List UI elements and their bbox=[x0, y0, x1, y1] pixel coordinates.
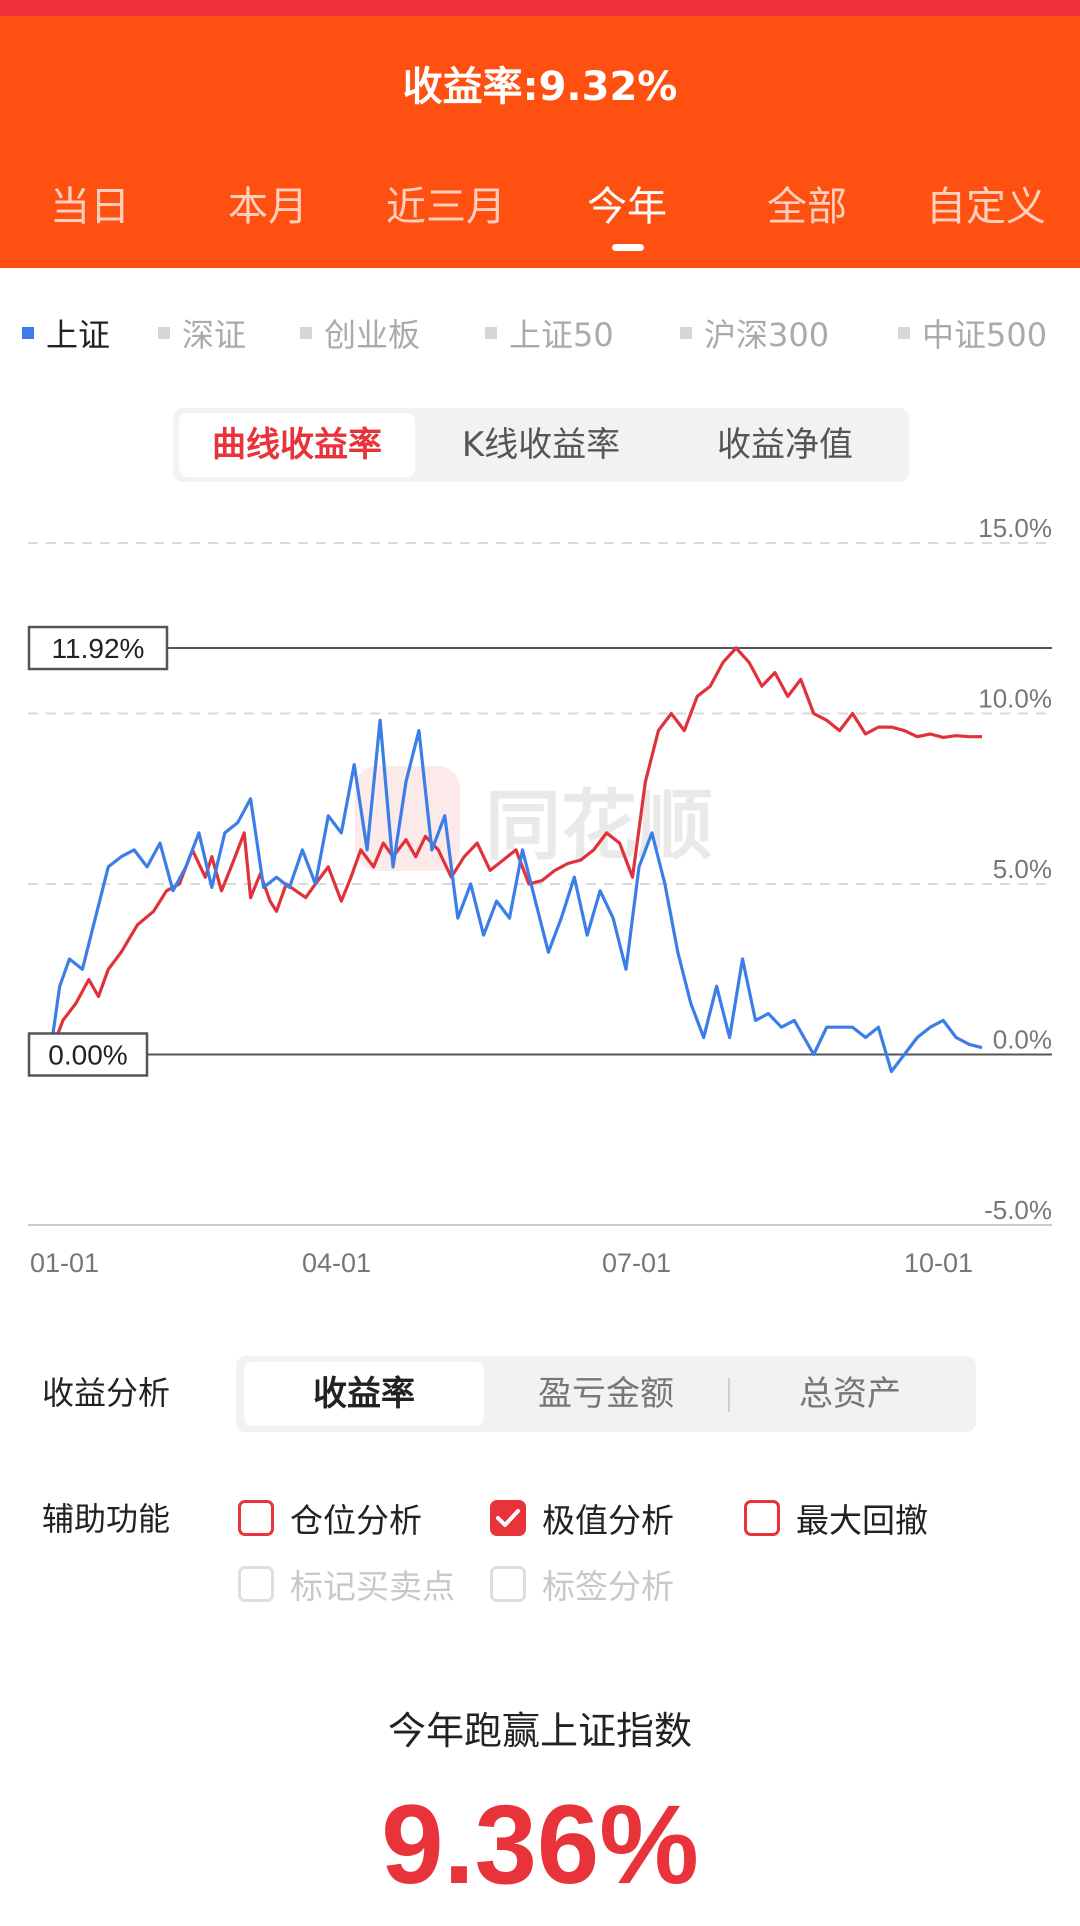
index-return-line bbox=[48, 718, 983, 1074]
checkbox-mark-trades: 标记买卖点 bbox=[238, 1560, 455, 1608]
checkbox-label: 仓位分析 bbox=[290, 1501, 422, 1540]
x-tick-label: 07-01 bbox=[602, 1248, 671, 1278]
mode-net-value[interactable]: 收益净值 bbox=[717, 425, 853, 465]
analysis-label: 收益分析 bbox=[42, 1374, 171, 1412]
max-marker-box bbox=[27, 625, 169, 671]
checkbox-label: 标记买卖点 bbox=[290, 1567, 455, 1606]
legend-square-icon bbox=[898, 327, 910, 339]
beat-index-title: 今年跑赢上证指数 bbox=[387, 1709, 692, 1753]
beat-index-value: 9.36% bbox=[381, 1782, 699, 1907]
checkbox-label: 极值分析 bbox=[542, 1501, 674, 1540]
segment-divider bbox=[728, 1378, 730, 1412]
index-label: 上证50 bbox=[509, 316, 614, 354]
return-rate-title: 收益率:9.32% bbox=[402, 64, 678, 110]
y-tick-label: 10.0% bbox=[978, 684, 1052, 714]
index-label: 上证 bbox=[46, 316, 111, 354]
checkbox-icon bbox=[744, 1500, 780, 1536]
tab-this-year[interactable]: 今年 bbox=[587, 184, 667, 230]
checkbox-extreme-analysis[interactable]: 极值分析 bbox=[490, 1494, 674, 1542]
index-shanghai[interactable]: 上证 bbox=[22, 310, 110, 356]
x-tick-label: 01-01 bbox=[30, 1248, 99, 1278]
portfolio-return-line bbox=[48, 646, 982, 1056]
checkbox-icon bbox=[238, 1500, 274, 1536]
tab-custom[interactable]: 自定义 bbox=[926, 184, 1046, 230]
mode-kline-return[interactable]: K线收益率 bbox=[461, 425, 621, 465]
index-chinext[interactable]: 创业板 bbox=[300, 310, 420, 356]
checkbox-position-analysis[interactable]: 仓位分析 bbox=[238, 1494, 422, 1542]
return-chart[interactable]: 15.0% 10.0% 5.0% 0.0% -5.0% 11.92% 0.00% 01-01 0… bbox=[0, 500, 1080, 1280]
legend-square-icon bbox=[158, 327, 170, 339]
checkbox-label: 标签分析 bbox=[542, 1567, 674, 1606]
y-tick-label: -5.0% bbox=[984, 1195, 1052, 1225]
analysis-return-rate[interactable]: 收益率 bbox=[244, 1362, 484, 1426]
index-csi300[interactable]: 沪深300 bbox=[680, 310, 829, 356]
y-tick-label: 15.0% bbox=[978, 513, 1052, 543]
checkbox-label: 最大回撤 bbox=[796, 1501, 928, 1540]
max-marker-label: 11.92% bbox=[52, 633, 145, 664]
checkbox-checked-icon bbox=[490, 1500, 526, 1536]
active-tab-indicator bbox=[612, 244, 644, 251]
tab-all[interactable]: 全部 bbox=[767, 184, 847, 230]
status-strip bbox=[0, 0, 1080, 16]
aux-label: 辅助功能 bbox=[42, 1500, 171, 1538]
zero-marker-box bbox=[27, 1032, 149, 1077]
zero-marker-label: 0.00% bbox=[48, 1040, 127, 1071]
tab-last-three-months[interactable]: 近三月 bbox=[386, 184, 506, 230]
analysis-selector: 收益率 盈亏金额 总资产 bbox=[236, 1356, 976, 1432]
analysis-total-assets[interactable]: 总资产 bbox=[799, 1374, 901, 1414]
index-label: 创业板 bbox=[324, 316, 421, 354]
checkbox-tag-analysis: 标签分析 bbox=[490, 1560, 674, 1608]
x-tick-label: 04-01 bbox=[302, 1248, 371, 1278]
index-sse50[interactable]: 上证50 bbox=[485, 310, 614, 356]
legend-square-icon bbox=[300, 327, 312, 339]
header: 收益率:9.32% 当日 本月 近三月 今年 全部 自定义 bbox=[0, 16, 1080, 268]
index-csi500[interactable]: 中证500 bbox=[898, 310, 1047, 356]
tab-this-month[interactable]: 本月 bbox=[228, 184, 308, 230]
index-shenzhen[interactable]: 深证 bbox=[158, 310, 246, 356]
legend-square-icon bbox=[680, 327, 692, 339]
legend-square-icon bbox=[485, 327, 497, 339]
legend-square-icon bbox=[22, 327, 34, 339]
checkbox-max-drawdown[interactable]: 最大回撤 bbox=[744, 1494, 928, 1542]
x-tick-label: 10-01 bbox=[904, 1248, 973, 1278]
checkbox-icon bbox=[238, 1566, 274, 1602]
index-label: 中证500 bbox=[922, 316, 1048, 354]
index-label: 沪深300 bbox=[704, 316, 830, 354]
tab-today[interactable]: 当日 bbox=[50, 184, 130, 230]
mode-curve-return[interactable]: 曲线收益率 bbox=[179, 413, 415, 477]
y-tick-label: 0.0% bbox=[993, 1025, 1052, 1055]
checkmark-icon bbox=[496, 1509, 520, 1527]
analysis-profit-loss[interactable]: 盈亏金额 bbox=[538, 1374, 674, 1414]
checkbox-icon bbox=[490, 1566, 526, 1602]
index-label: 深证 bbox=[182, 316, 247, 354]
chart-mode-selector: 曲线收益率 K线收益率 收益净值 bbox=[173, 408, 909, 482]
y-tick-label: 5.0% bbox=[993, 854, 1052, 884]
